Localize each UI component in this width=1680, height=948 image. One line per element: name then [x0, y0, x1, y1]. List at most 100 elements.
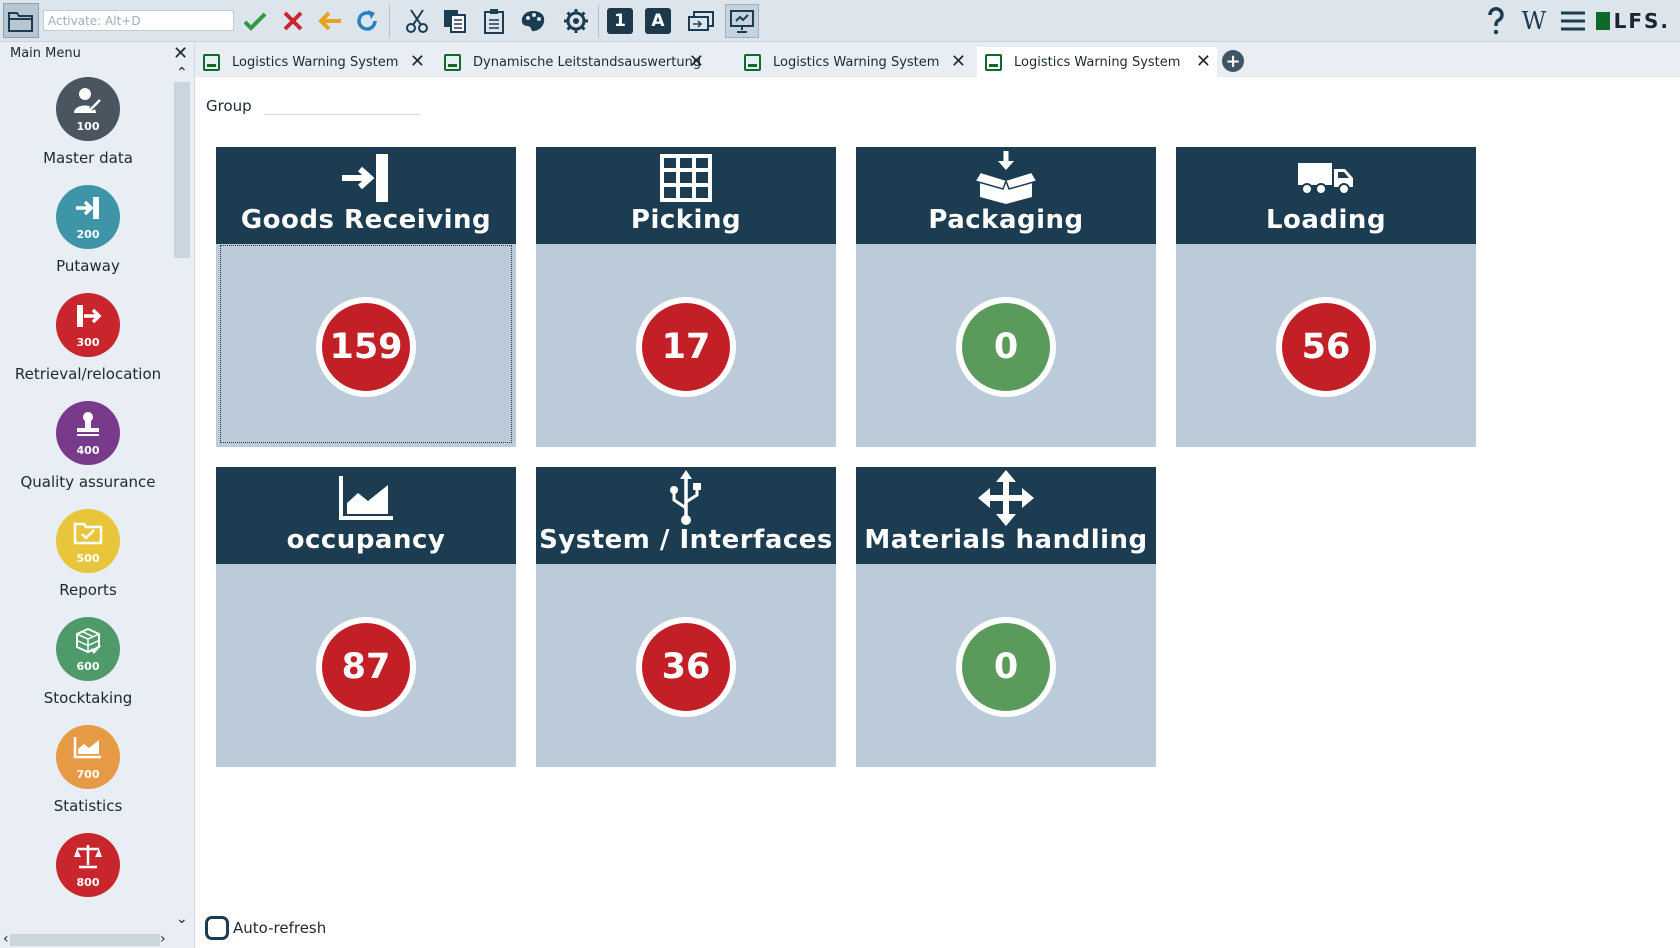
scale-icon: [74, 845, 102, 869]
main-menu-sidebar: Main Menu ✕ ⌃ ⌄ ‹ › 100 Master data 200 …: [0, 42, 195, 948]
window-switch-button[interactable]: [684, 4, 718, 38]
tile-goods-receiving[interactable]: Goods Receiving 159: [216, 147, 516, 447]
menu-item-putaway[interactable]: 200 Putaway: [0, 185, 176, 275]
scroll-right-icon[interactable]: ›: [160, 931, 166, 947]
menu-number: 300: [76, 336, 100, 349]
tab-close-icon[interactable]: ✕: [688, 51, 704, 72]
add-tab-icon[interactable]: +: [1222, 50, 1244, 72]
open-folder-button[interactable]: [3, 3, 39, 38]
document-icon: [744, 53, 761, 71]
monitor-icon: [730, 10, 754, 33]
focus-outline: [220, 245, 512, 443]
palette-button[interactable]: [516, 4, 550, 38]
letter-a-icon: A: [645, 8, 671, 34]
scroll-left-icon[interactable]: ‹: [3, 931, 9, 947]
tile-header: Picking: [536, 147, 836, 244]
tab-close-icon[interactable]: ✕: [1195, 51, 1211, 72]
sidebar-horizontal-scrollbar[interactable]: [10, 934, 160, 946]
wiki-button[interactable]: W: [1517, 4, 1551, 38]
confirm-button[interactable]: [238, 4, 272, 38]
boxes-check-icon: [76, 627, 101, 654]
view-one-button[interactable]: 1: [603, 4, 637, 38]
document-icon: [985, 53, 1002, 71]
menu-label: Master data: [43, 149, 133, 167]
activate-input[interactable]: [43, 10, 234, 31]
tab-label: Logistics Warning System: [773, 54, 940, 70]
menu-item-reports[interactable]: 500 Reports: [0, 509, 176, 599]
tile-title: Materials handling: [864, 525, 1148, 555]
lfs-logo: LFS.: [1595, 9, 1670, 33]
auto-refresh-toggle[interactable]: Auto-refresh: [205, 916, 326, 940]
tile-count: 87: [322, 623, 410, 711]
tab-logistics-warning-system-active[interactable]: Logistics Warning System ✕: [977, 47, 1217, 77]
area-chart-icon: [339, 476, 393, 520]
logo-text: LFS.: [1613, 9, 1670, 33]
document-icon: [203, 53, 220, 71]
tile-title: Loading: [1265, 205, 1387, 235]
tab-close-icon[interactable]: ✕: [950, 51, 966, 72]
tab-logistics-warning-system-2[interactable]: Logistics Warning System ✕: [736, 47, 972, 77]
menu-item-800[interactable]: 800: [0, 833, 176, 897]
tile-count: 56: [1282, 303, 1370, 391]
gear-icon: [564, 9, 588, 33]
tile-count: 36: [642, 623, 730, 711]
sidebar-scrollbar[interactable]: [174, 68, 190, 926]
tile-count-badge: 36: [636, 617, 736, 717]
tile-loading[interactable]: Loading 56: [1176, 147, 1476, 447]
tile-occupancy[interactable]: occupancy 87: [216, 467, 516, 767]
toolbar: 1 A W LFS.: [0, 0, 1680, 42]
sidebar-scroll-thumb[interactable]: [174, 82, 190, 258]
sidebar-close-icon[interactable]: ✕: [173, 43, 189, 64]
cut-button[interactable]: [400, 4, 434, 38]
document-icon: [444, 53, 461, 71]
question-icon: [1488, 7, 1504, 35]
view-a-button[interactable]: A: [641, 4, 675, 38]
tile-header: Goods Receiving: [216, 147, 516, 244]
menu-item-master-data[interactable]: 100 Master data: [0, 77, 176, 167]
usb-icon: [670, 470, 701, 525]
copy-button[interactable]: [438, 4, 472, 38]
menu-item-stocktaking[interactable]: 600 Stocktaking: [0, 617, 176, 707]
paste-button[interactable]: [477, 4, 511, 38]
menu-button[interactable]: [1556, 4, 1590, 38]
tile-picking[interactable]: Picking 17: [536, 147, 836, 447]
menu-circle: 400: [56, 401, 120, 465]
menu-item-retrieval-relocation[interactable]: 300 Retrieval/relocation: [0, 293, 176, 383]
back-button[interactable]: [313, 4, 347, 38]
auto-refresh-label: Auto-refresh: [233, 919, 327, 937]
hamburger-icon: [1561, 11, 1585, 31]
close-x-icon: [283, 11, 303, 31]
cancel-button[interactable]: [276, 4, 310, 38]
menu-item-statistics[interactable]: 700 Statistics: [0, 725, 176, 815]
auto-refresh-checkbox[interactable]: [205, 916, 229, 940]
tile-count-badge: 0: [956, 617, 1056, 717]
tile-system-interfaces[interactable]: System / Interfaces 36: [536, 467, 836, 767]
tab-dynamische-leitstandsauswertung[interactable]: Dynamische Leitstandsauswertung ✕: [436, 47, 710, 77]
menu-number: 100: [76, 120, 100, 133]
tile-packaging[interactable]: Packaging 0: [856, 147, 1156, 447]
tile-count-badge: 56: [1276, 297, 1376, 397]
menu-label: Quality assurance: [20, 473, 156, 491]
group-input[interactable]: [264, 96, 420, 115]
scroll-up-icon[interactable]: ⌃: [176, 65, 188, 81]
arrow-left-icon: [318, 11, 341, 31]
folder-icon: [8, 11, 33, 32]
menu-item-quality-assurance[interactable]: 400 Quality assurance: [0, 401, 176, 491]
settings-button[interactable]: [559, 4, 593, 38]
palette-icon: [521, 11, 545, 32]
windows-icon: [688, 11, 714, 31]
tile-materials-handling[interactable]: Materials handling 0: [856, 467, 1156, 767]
tile-title: occupancy: [286, 525, 446, 555]
tile-count-badge: 159: [316, 297, 416, 397]
area-chart-icon: [73, 737, 101, 759]
tab-logistics-warning-system-1[interactable]: Logistics Warning System ✕: [195, 47, 431, 77]
scroll-down-icon[interactable]: ⌄: [176, 911, 188, 927]
tab-close-icon[interactable]: ✕: [409, 51, 425, 72]
tile-count-badge: 87: [316, 617, 416, 717]
menu-circle: 100: [56, 77, 120, 141]
help-button[interactable]: [1479, 4, 1513, 38]
tile-count: 0: [962, 303, 1050, 391]
refresh-button[interactable]: [350, 4, 384, 38]
menu-number: 700: [76, 768, 100, 781]
presentation-button[interactable]: [725, 4, 759, 38]
